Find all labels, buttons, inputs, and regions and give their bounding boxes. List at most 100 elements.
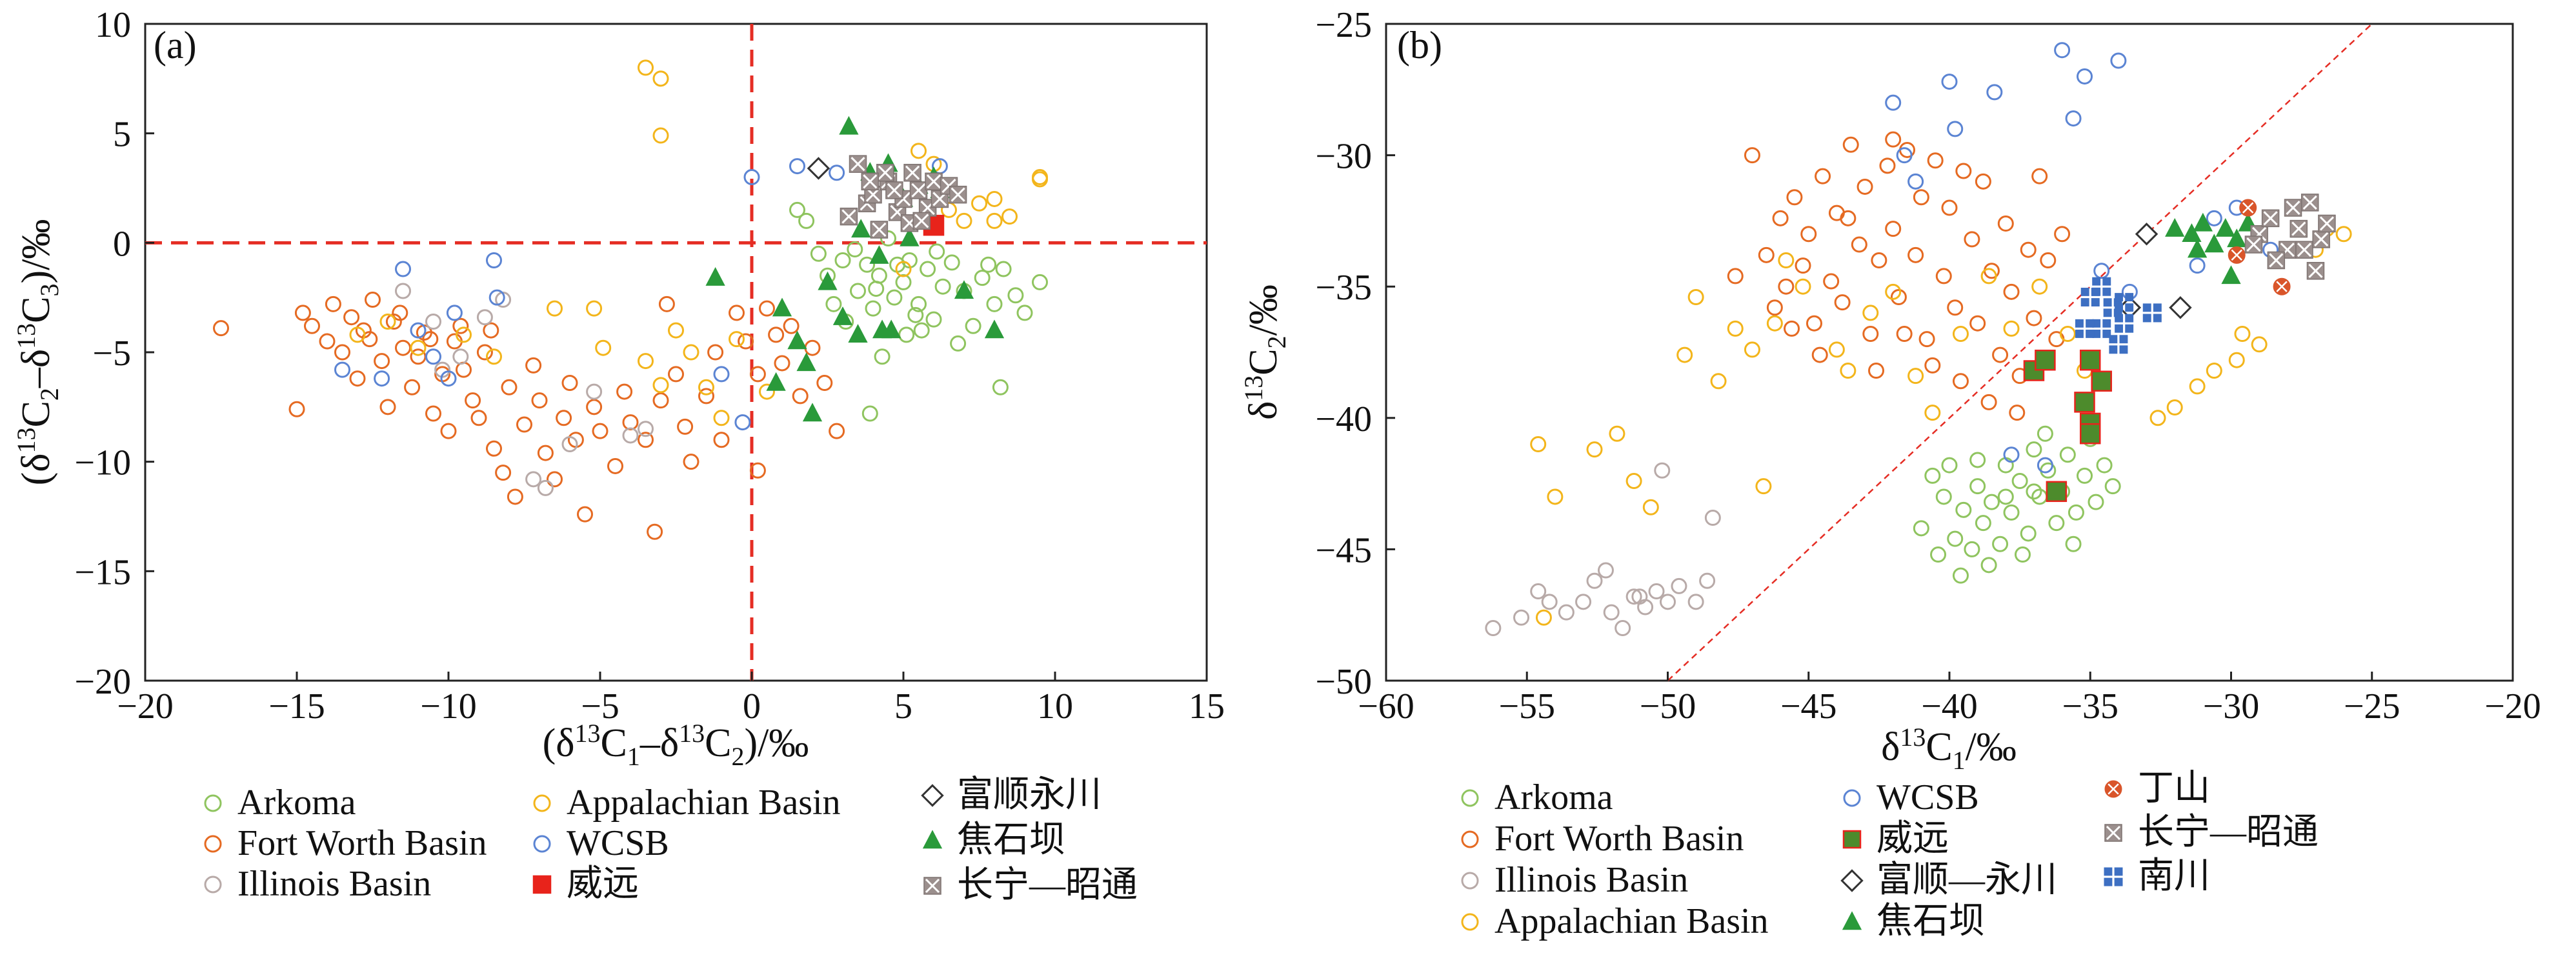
legend-marker xyxy=(1461,872,1479,890)
data-point xyxy=(1890,288,1907,305)
legend-label: 长宁—昭通 xyxy=(2138,812,2319,852)
data-point xyxy=(486,252,502,268)
legend-label: 焦石坝 xyxy=(1877,901,1985,941)
data-point xyxy=(334,344,350,361)
data-point xyxy=(440,423,457,439)
legend-item-fortworth: Fort Worth Basin xyxy=(1461,819,1744,859)
data-point xyxy=(2092,277,2111,296)
y-tick-label: −50 xyxy=(1315,662,1372,702)
data-point xyxy=(1992,535,2009,552)
data-point xyxy=(971,195,987,212)
legend-label: 长宁—昭通 xyxy=(957,865,1138,905)
legend-item-weiyuan: 威远 xyxy=(532,864,639,904)
data-point xyxy=(980,256,997,273)
y-tick-label: −25 xyxy=(1315,5,1372,45)
data-point xyxy=(547,300,563,317)
data-point xyxy=(1001,208,1018,225)
data-point xyxy=(561,375,578,392)
data-point xyxy=(374,370,390,387)
data-point xyxy=(1625,473,1642,490)
data-point xyxy=(343,309,360,326)
data-point xyxy=(440,370,457,387)
data-point xyxy=(395,339,411,356)
data-point xyxy=(1947,299,1964,316)
data-point xyxy=(913,322,930,339)
data-point xyxy=(2228,352,2245,368)
series-illinois xyxy=(395,283,654,496)
data-point xyxy=(683,454,699,470)
data-point xyxy=(1032,274,1048,290)
data-point xyxy=(537,479,554,496)
data-point xyxy=(1755,478,1772,495)
data-point xyxy=(934,278,951,295)
data-point xyxy=(729,305,745,321)
data-point xyxy=(1885,94,1902,111)
x-tick-label: −50 xyxy=(1640,686,1696,726)
data-point xyxy=(810,245,827,262)
data-point xyxy=(2054,42,2071,59)
data-point xyxy=(1947,121,1964,137)
data-point xyxy=(840,207,858,226)
data-point xyxy=(1654,462,1671,479)
legend-item-fushun: 富顺永川 xyxy=(921,775,1102,815)
data-point xyxy=(404,379,421,395)
data-point xyxy=(2204,234,2224,253)
data-point xyxy=(288,401,305,417)
data-point xyxy=(2206,363,2222,379)
panel-b-axis-ticks: −60 −55 −50 −45 −40 −35 −30 −25 −20 −25 −30 −35 −40 −… xyxy=(1315,5,2541,726)
y-tick-label: −45 xyxy=(1315,530,1372,570)
data-point xyxy=(1907,246,1924,263)
data-point xyxy=(1840,210,1857,226)
data-point xyxy=(925,172,943,191)
data-point xyxy=(1871,252,1887,268)
data-point xyxy=(516,416,532,433)
data-point xyxy=(577,506,593,523)
series-fushun xyxy=(2118,223,2192,319)
data-point xyxy=(2003,283,2020,300)
data-point xyxy=(495,465,512,481)
data-point xyxy=(1758,246,1775,263)
data-point xyxy=(1969,315,1986,332)
data-point xyxy=(2091,370,2112,392)
data-point xyxy=(1980,394,1997,410)
legend-marker xyxy=(1461,789,1479,807)
x-tick-label: −35 xyxy=(2062,686,2118,726)
data-point xyxy=(465,392,481,409)
data-point xyxy=(872,319,892,339)
data-point xyxy=(1924,405,1941,421)
data-point xyxy=(698,388,714,405)
data-point xyxy=(2115,293,2134,312)
data-point xyxy=(847,241,863,258)
legend-label: Illinois Basin xyxy=(1494,860,1688,900)
data-point xyxy=(1896,147,1913,164)
data-point xyxy=(792,388,809,405)
data-point xyxy=(2054,226,2071,243)
legend-item-weiyuan_fill: 威远 xyxy=(1842,819,1949,859)
data-point xyxy=(1952,325,1969,342)
data-point xyxy=(834,252,851,268)
data-point xyxy=(859,256,876,273)
data-point xyxy=(986,212,1003,229)
data-point xyxy=(1980,268,1997,285)
y-tick-label: −35 xyxy=(1315,268,1372,308)
data-point xyxy=(738,333,754,350)
data-point xyxy=(683,344,699,361)
y-tick-label: −5 xyxy=(92,334,131,374)
panel-b-data-points xyxy=(1485,42,2352,637)
data-point xyxy=(1840,363,1857,379)
data-point xyxy=(2182,223,2202,242)
data-point xyxy=(2215,217,2235,237)
legend-item-dingshan: 丁山 xyxy=(2104,768,2210,808)
series-appalachian xyxy=(1530,221,2352,626)
data-point xyxy=(556,410,572,426)
data-point xyxy=(2093,263,2110,279)
panel-b-guide-lines xyxy=(1667,23,2373,681)
data-point xyxy=(2048,515,2065,532)
data-point xyxy=(652,392,669,409)
data-point xyxy=(783,317,800,334)
data-point xyxy=(1941,74,1958,90)
x-tick-label: −5 xyxy=(581,686,619,726)
data-point xyxy=(349,370,366,387)
legend-marker xyxy=(204,794,222,812)
data-point xyxy=(1997,488,2014,505)
